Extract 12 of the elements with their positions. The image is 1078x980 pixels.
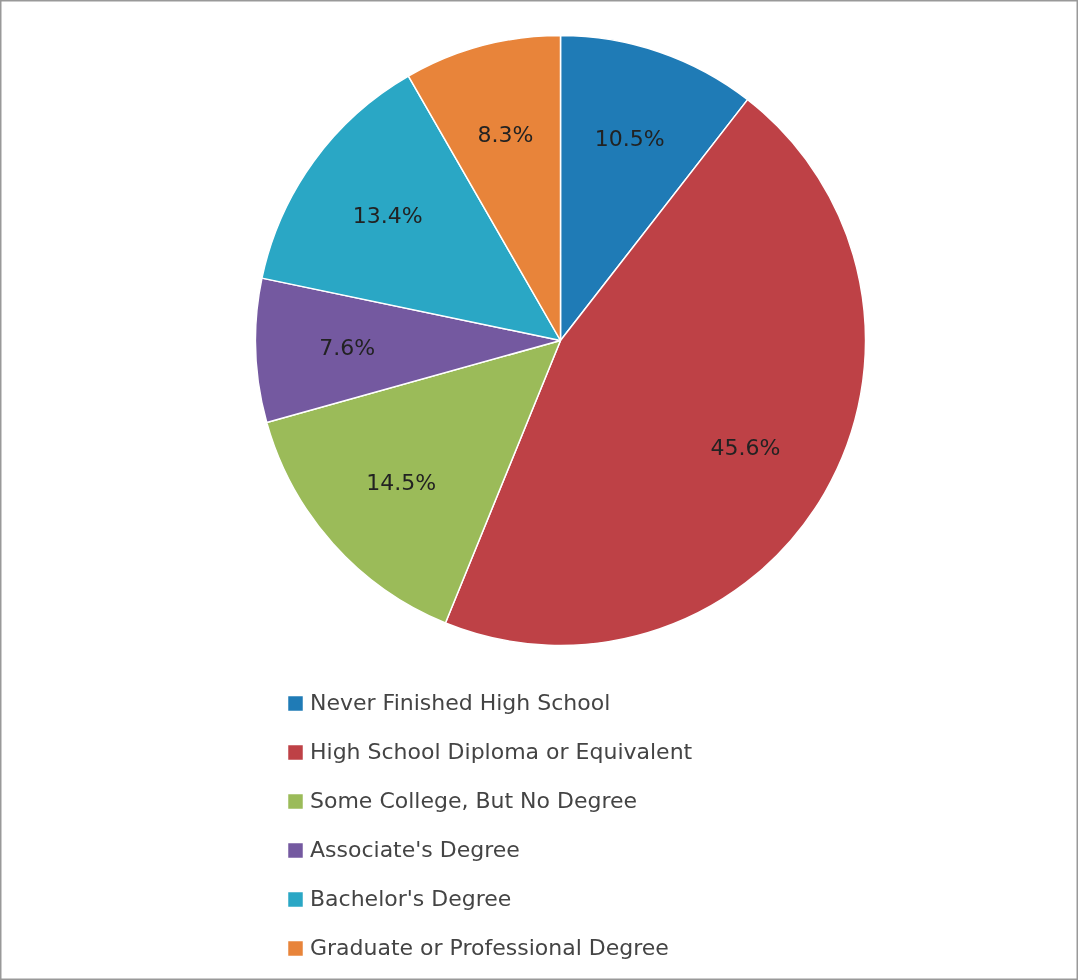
- data-label: 45.6%: [710, 434, 781, 460]
- data-label: 7.6%: [319, 335, 376, 361]
- legend-label: Never Finished High School: [310, 690, 611, 715]
- data-label: 13.4%: [352, 202, 423, 228]
- data-label: 14.5%: [366, 470, 437, 496]
- data-label: 8.3%: [477, 121, 534, 147]
- legend-label: Some College, But No Degree: [310, 788, 638, 813]
- legend-label: Associate's Degree: [310, 837, 520, 862]
- legend-label: Bachelor's Degree: [310, 886, 512, 911]
- legend-label: High School Diploma or Equivalent: [310, 739, 693, 764]
- data-label: 10.5%: [594, 126, 665, 152]
- legend-label: Graduate or Professional Degree: [310, 935, 669, 960]
